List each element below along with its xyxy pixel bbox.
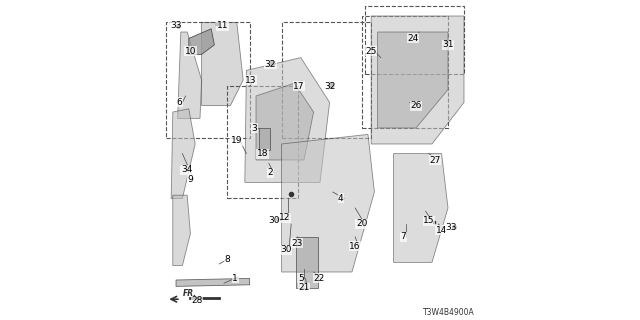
- Text: 33: 33: [170, 21, 182, 30]
- Bar: [166, 22, 250, 138]
- Bar: [362, 16, 448, 128]
- Text: 4: 4: [338, 194, 344, 203]
- Bar: [365, 6, 464, 74]
- Text: FR.: FR.: [182, 289, 196, 298]
- Text: 27: 27: [429, 156, 441, 164]
- Text: 30: 30: [280, 245, 291, 254]
- Text: 8: 8: [225, 255, 230, 264]
- Text: 1: 1: [232, 274, 238, 283]
- Text: 18: 18: [257, 149, 268, 158]
- Text: 34: 34: [181, 165, 192, 174]
- Bar: [282, 22, 371, 138]
- Polygon shape: [371, 16, 464, 144]
- Text: 33: 33: [445, 223, 457, 232]
- Text: 26: 26: [410, 101, 422, 110]
- Text: 21: 21: [298, 284, 310, 292]
- Polygon shape: [282, 134, 374, 272]
- Text: 5: 5: [298, 274, 303, 283]
- Polygon shape: [176, 278, 250, 286]
- Bar: [227, 86, 298, 198]
- Text: 11: 11: [217, 21, 228, 30]
- Polygon shape: [245, 58, 330, 182]
- Text: 22: 22: [314, 274, 324, 283]
- Polygon shape: [172, 109, 195, 198]
- Text: 20: 20: [356, 220, 367, 228]
- Text: T3W4B4900A: T3W4B4900A: [424, 308, 475, 317]
- Text: 3: 3: [252, 124, 257, 132]
- Polygon shape: [189, 29, 214, 54]
- Polygon shape: [173, 195, 191, 266]
- Text: 9: 9: [188, 175, 193, 184]
- Text: 28: 28: [191, 296, 202, 305]
- Text: 24: 24: [407, 34, 419, 43]
- Text: 13: 13: [246, 76, 257, 84]
- Polygon shape: [296, 237, 319, 288]
- Text: 2: 2: [268, 168, 273, 177]
- Polygon shape: [256, 83, 314, 160]
- Polygon shape: [178, 32, 202, 118]
- Text: 10: 10: [185, 47, 196, 56]
- Text: 32: 32: [265, 60, 276, 68]
- Polygon shape: [378, 32, 448, 128]
- Text: 19: 19: [231, 136, 243, 145]
- Text: 32: 32: [324, 82, 335, 91]
- Text: 17: 17: [294, 82, 305, 91]
- Text: 23: 23: [291, 239, 303, 248]
- Text: 31: 31: [442, 40, 454, 49]
- Text: 12: 12: [279, 213, 291, 222]
- Polygon shape: [202, 22, 243, 106]
- Text: 30: 30: [268, 216, 279, 225]
- Polygon shape: [259, 128, 270, 150]
- Polygon shape: [394, 154, 448, 262]
- Text: 15: 15: [423, 216, 435, 225]
- Text: 6: 6: [177, 98, 182, 107]
- Text: 25: 25: [365, 47, 377, 56]
- Text: 7: 7: [401, 232, 406, 241]
- Text: 14: 14: [436, 226, 447, 235]
- Text: 16: 16: [349, 242, 361, 251]
